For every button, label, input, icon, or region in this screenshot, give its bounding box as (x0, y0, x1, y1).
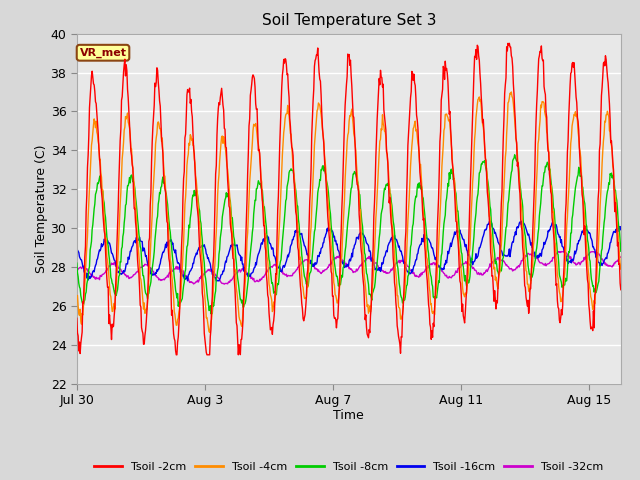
Title: Soil Temperature Set 3: Soil Temperature Set 3 (262, 13, 436, 28)
Y-axis label: Soil Temperature (C): Soil Temperature (C) (35, 144, 48, 273)
X-axis label: Time: Time (333, 409, 364, 422)
Text: VR_met: VR_met (79, 48, 127, 58)
Legend: Tsoil -2cm, Tsoil -4cm, Tsoil -8cm, Tsoil -16cm, Tsoil -32cm: Tsoil -2cm, Tsoil -4cm, Tsoil -8cm, Tsoi… (90, 457, 608, 477)
